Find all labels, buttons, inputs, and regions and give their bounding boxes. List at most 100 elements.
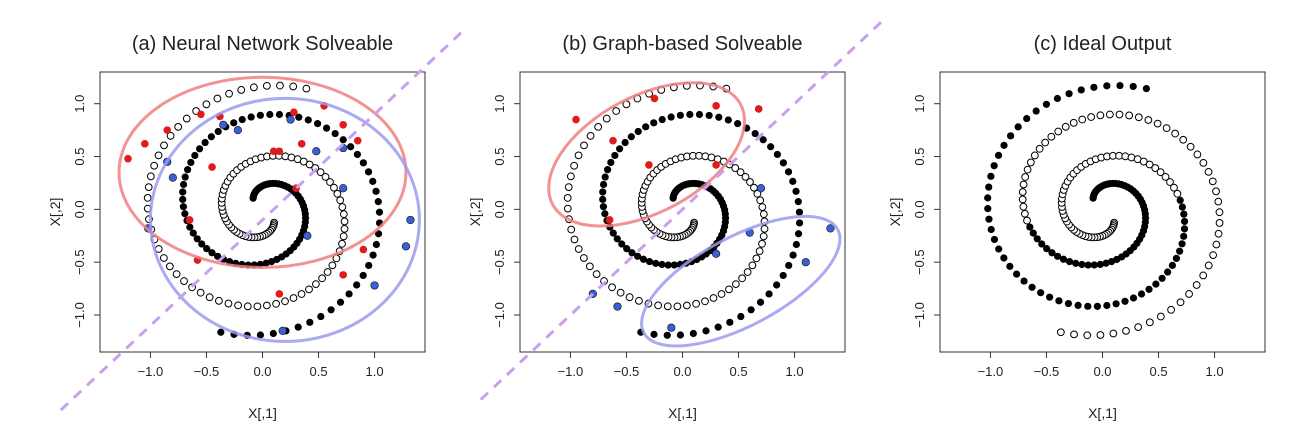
filled-point bbox=[628, 249, 636, 257]
y-tick-label: −1.0 bbox=[72, 302, 87, 328]
x-tick-label: 0.0 bbox=[673, 364, 691, 379]
red-labeled-point bbox=[163, 126, 172, 134]
open-point bbox=[1041, 138, 1050, 147]
open-point bbox=[1199, 158, 1208, 167]
panel-1: (a) Neural Network Solveable −1.0 −0.5 0.0 0… bbox=[47, 28, 466, 421]
filled-point bbox=[724, 116, 732, 124]
x-tick-label: 0.0 bbox=[253, 364, 271, 379]
open-point bbox=[336, 196, 345, 205]
open-point bbox=[1125, 111, 1134, 120]
filled-point bbox=[375, 208, 384, 216]
open-point bbox=[1087, 113, 1096, 121]
filled-point bbox=[238, 115, 246, 124]
red-labeled-point bbox=[754, 105, 763, 113]
open-point bbox=[339, 232, 348, 241]
y-tick-label: 0.5 bbox=[912, 147, 927, 165]
open-point bbox=[748, 261, 757, 270]
open-point bbox=[262, 81, 271, 90]
red-labeled-point bbox=[353, 136, 362, 145]
filled-point bbox=[599, 195, 607, 203]
filled-point bbox=[327, 306, 335, 314]
open-point bbox=[1070, 330, 1078, 339]
filled-point bbox=[203, 245, 211, 253]
open-point bbox=[736, 168, 745, 177]
open-point bbox=[305, 285, 313, 294]
open-point bbox=[234, 301, 242, 310]
filled-point bbox=[1006, 132, 1015, 140]
filled-point bbox=[645, 258, 654, 266]
y-tick-label: 0.5 bbox=[72, 147, 87, 165]
blue-labeled-point bbox=[339, 184, 348, 193]
open-point bbox=[1179, 135, 1188, 144]
filled-point bbox=[1176, 196, 1184, 204]
open-point bbox=[340, 217, 349, 226]
filled-point bbox=[374, 230, 383, 238]
filled-point bbox=[1096, 260, 1104, 268]
open-point bbox=[725, 285, 733, 294]
open-point bbox=[224, 299, 233, 308]
filled-point bbox=[1112, 300, 1120, 308]
open-point bbox=[333, 189, 342, 198]
blue-labeled-point bbox=[286, 115, 295, 124]
open-point bbox=[701, 297, 709, 306]
filled-point bbox=[747, 306, 755, 314]
open-point bbox=[328, 261, 337, 270]
filled-point bbox=[715, 113, 723, 121]
filled-point bbox=[294, 323, 302, 331]
open-point bbox=[731, 280, 740, 288]
red-labeled-point bbox=[712, 102, 720, 110]
filled-point bbox=[1065, 258, 1074, 266]
red-labeled-point bbox=[339, 121, 347, 129]
filled-point bbox=[795, 219, 804, 227]
filled-point bbox=[275, 110, 284, 119]
filled-point bbox=[186, 223, 194, 231]
y-tick-label: 1.0 bbox=[492, 95, 507, 113]
filled-point bbox=[193, 235, 201, 243]
open-point bbox=[1026, 158, 1035, 167]
open-point bbox=[586, 131, 595, 140]
filled-point bbox=[987, 225, 995, 234]
open-point bbox=[1170, 183, 1178, 192]
filled-point bbox=[1178, 240, 1186, 248]
filled-point bbox=[1028, 283, 1036, 291]
filled-point bbox=[1059, 255, 1068, 263]
red-labeled-point bbox=[208, 163, 216, 171]
filled-point bbox=[789, 251, 797, 259]
blue-cluster-ellipse bbox=[148, 96, 421, 343]
filled-point bbox=[737, 312, 745, 321]
filled-point bbox=[995, 245, 1003, 253]
red-labeled-point bbox=[650, 94, 659, 103]
filled-point bbox=[1055, 297, 1063, 305]
filled-point bbox=[184, 166, 192, 174]
red-labeled-point bbox=[359, 245, 368, 254]
open-point bbox=[1054, 127, 1063, 136]
filled-point bbox=[1000, 141, 1008, 149]
open-point bbox=[566, 172, 575, 181]
filled-point bbox=[650, 330, 658, 338]
filled-point bbox=[794, 198, 802, 206]
filled-point bbox=[994, 151, 1003, 159]
filled-point bbox=[1090, 261, 1098, 269]
blue-labeled-point bbox=[756, 184, 766, 193]
chart-title: (a) Neural Network Solveable bbox=[132, 33, 393, 55]
y-tick-label: −0.5 bbox=[492, 249, 507, 275]
open-point bbox=[760, 224, 769, 233]
filled-point bbox=[789, 177, 797, 185]
filled-point bbox=[639, 255, 648, 263]
filled-point bbox=[1077, 86, 1085, 94]
open-point bbox=[180, 277, 188, 285]
x-tick-label: 0.0 bbox=[1093, 364, 1111, 379]
open-point bbox=[625, 293, 634, 302]
filled-point bbox=[618, 240, 626, 248]
open-point bbox=[746, 178, 754, 186]
filled-point bbox=[985, 215, 993, 223]
filled-point bbox=[262, 259, 270, 267]
filled-point bbox=[1103, 82, 1111, 90]
open-point bbox=[1145, 160, 1154, 169]
open-point bbox=[1214, 197, 1223, 206]
red-labeled-point bbox=[605, 216, 614, 224]
open-point bbox=[755, 247, 764, 256]
filled-point bbox=[1180, 210, 1188, 218]
open-point bbox=[1021, 173, 1030, 181]
